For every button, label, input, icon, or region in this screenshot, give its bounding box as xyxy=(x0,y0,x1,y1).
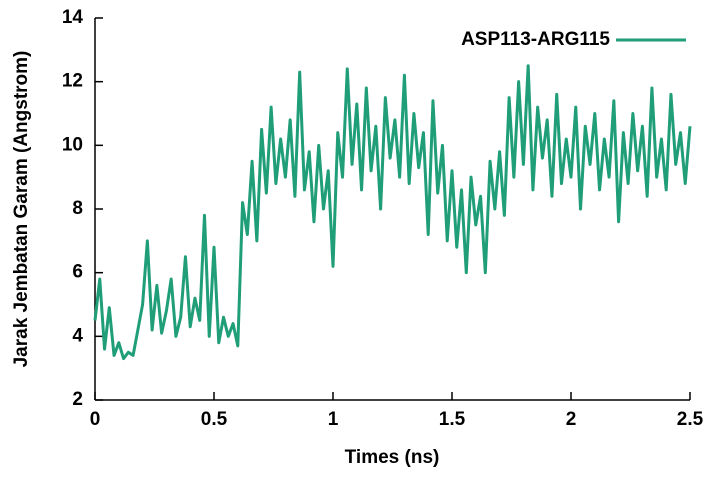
x-tick-label: 0 xyxy=(90,409,101,430)
y-tick-label: 6 xyxy=(72,262,83,283)
y-tick-label: 10 xyxy=(62,134,83,155)
x-tick-label: 1.5 xyxy=(439,409,466,430)
x-axis-label: Times (ns) xyxy=(345,447,440,468)
x-tick-label: 1 xyxy=(328,409,339,430)
y-axis-label: Jarak Jembatan Garam (Angstrom) xyxy=(11,51,32,368)
y-tick-label: 8 xyxy=(72,198,83,219)
y-tick-label: 14 xyxy=(62,7,84,28)
y-tick-label: 2 xyxy=(72,389,83,410)
y-tick-label: 4 xyxy=(72,325,83,346)
x-tick-label: 2 xyxy=(566,409,577,430)
legend-label: ASP113-ARG115 xyxy=(461,29,610,50)
y-tick-label: 12 xyxy=(62,71,83,92)
data-line xyxy=(93,64,692,361)
x-tick-label: 0.5 xyxy=(201,409,228,430)
x-tick-label: 2.5 xyxy=(677,409,704,430)
